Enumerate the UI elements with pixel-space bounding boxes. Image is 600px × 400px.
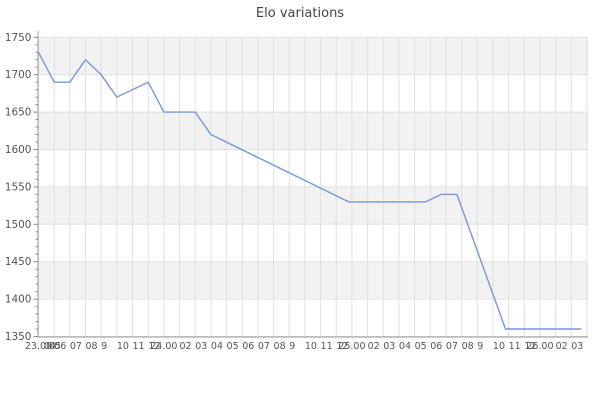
x-axis-label: 07	[70, 341, 82, 352]
y-axis-label: 1350	[5, 331, 32, 343]
x-axis-label: 06	[242, 341, 254, 352]
x-axis-label: 08	[86, 341, 98, 352]
grid-band	[38, 74, 588, 113]
y-axis-label: 1400	[5, 294, 32, 306]
x-axis-label: 03	[195, 341, 207, 352]
x-axis-label: 11	[133, 341, 145, 352]
x-axis-label: 10	[117, 341, 129, 352]
x-axis-label: 08	[462, 341, 474, 352]
y-axis-label: 1550	[5, 181, 32, 193]
x-axis-label: 02	[180, 341, 192, 352]
x-axis-label: 05	[415, 341, 427, 352]
x-axis-label: 11	[321, 341, 333, 352]
x-axis-label: 9	[101, 341, 107, 352]
x-axis-label: 03	[383, 341, 395, 352]
y-axis-label: 1750	[5, 32, 32, 44]
grid-band	[38, 37, 588, 75]
x-axis-label: 23.00	[25, 341, 52, 352]
x-axis-label: 02	[556, 341, 568, 352]
x-axis-label: 04	[211, 341, 223, 352]
x-axis-label: 05	[49, 341, 61, 352]
grid-band	[38, 261, 588, 300]
x-axis-label: 06	[430, 341, 442, 352]
x-axis-label: 12	[336, 341, 348, 352]
x-axis-label: 24.00	[150, 341, 177, 352]
x-axis-label: 10	[493, 341, 505, 352]
chart-title: Elo variations	[255, 6, 345, 21]
x-axis-label: 04	[44, 341, 56, 352]
grid-band	[38, 112, 588, 150]
x-axis-label: 12	[524, 341, 536, 352]
x-axis-label: 02	[368, 341, 380, 352]
x-axis-label: 9	[477, 341, 483, 352]
elo-series-line	[37, 51, 582, 330]
x-axis-label: 11	[509, 341, 521, 352]
y-axis-label: 1650	[5, 107, 32, 119]
grid-band	[38, 149, 588, 187]
x-axis-label: 05	[227, 341, 239, 352]
grid-band	[38, 186, 588, 225]
x-axis-label: 07	[446, 341, 458, 352]
x-axis-label: 26.00	[526, 341, 553, 352]
x-axis-label: 08	[274, 341, 286, 352]
x-axis-label: 10	[305, 341, 317, 352]
y-axis-label: 1450	[5, 256, 32, 268]
x-axis-label: 12	[148, 341, 160, 352]
x-axis-label: 04	[399, 341, 411, 352]
x-axis-label: 25.00	[338, 341, 365, 352]
y-axis-label: 1600	[5, 144, 32, 156]
x-axis-label: 07	[258, 341, 270, 352]
y-axis-label: 1700	[5, 69, 32, 81]
x-axis-label: 9	[289, 341, 295, 352]
grid-band	[38, 224, 588, 262]
x-axis-label: 06	[54, 341, 66, 352]
y-axis-label: 1500	[5, 219, 32, 231]
x-axis-label: 03	[571, 341, 583, 352]
grid-band	[38, 299, 588, 337]
